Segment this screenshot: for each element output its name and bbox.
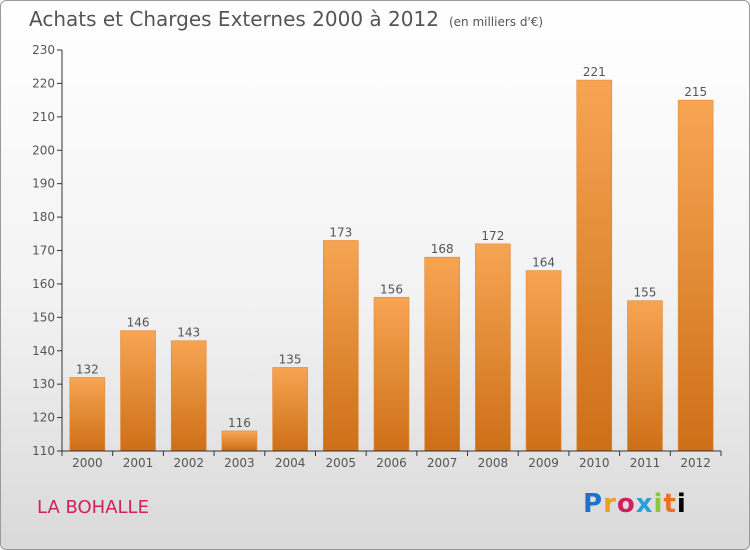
data-label-2002: 143 [177, 326, 200, 340]
y-tick-label: 130 [32, 377, 55, 391]
bar-2012 [677, 99, 714, 452]
proxiti-logo: Proxiti [583, 489, 687, 519]
title-unit: (en milliers d'€) [448, 15, 544, 29]
data-label-2012: 215 [684, 85, 707, 99]
bar-2007 [424, 256, 460, 452]
y-axis: 110 120 130 140 150 160 170 180 190 200 210 220 230 [32, 43, 63, 458]
x-tick-label-2010: 2010 [579, 456, 610, 470]
y-tick-label: 220 [32, 76, 55, 90]
data-label-2011: 155 [634, 286, 657, 300]
data-label-2001: 146 [127, 316, 150, 330]
title-text: Achats et Charges Externes 2000 à 2012 [29, 7, 439, 31]
bar-2003 [221, 430, 258, 452]
bar-2010 [576, 79, 613, 452]
bar-2002 [170, 340, 207, 452]
data-label-2008: 172 [481, 229, 504, 243]
bar-2009 [525, 270, 562, 452]
y-tick-label: 200 [32, 143, 55, 157]
y-tick-label: 140 [32, 344, 55, 358]
y-tick-label: 190 [32, 177, 55, 191]
x-tick-label-2008: 2008 [478, 456, 509, 470]
data-label-2003: 116 [228, 416, 251, 430]
data-label-2004: 135 [279, 352, 302, 366]
y-tick-label: 210 [32, 110, 55, 124]
data-label-2005: 173 [329, 225, 352, 239]
data-label-2009: 164 [532, 256, 555, 270]
y-tick-label: 160 [32, 277, 55, 291]
data-label-2010: 221 [583, 65, 606, 79]
y-tick-label: 170 [32, 244, 55, 258]
data-label-2000: 132 [76, 362, 99, 376]
location-label: LA BOHALLE [37, 497, 149, 518]
x-tick-label-2005: 2005 [326, 456, 357, 470]
bar-2000 [69, 377, 106, 452]
bar-2005 [323, 240, 359, 452]
x-tick-label-2011: 2011 [630, 456, 661, 470]
y-tick-label: 230 [32, 43, 55, 57]
bar-2001 [120, 330, 156, 452]
x-tick-label-2004: 2004 [275, 456, 306, 470]
y-tick-label: 120 [32, 411, 55, 425]
x-tick-label-2009: 2009 [528, 456, 559, 470]
x-tick-label-2012: 2012 [680, 456, 711, 470]
x-tick-label-2007: 2007 [427, 456, 458, 470]
y-tick-label: 150 [32, 310, 55, 324]
bar-2006 [373, 296, 410, 452]
bars-group: 132 146 143 116 135 173 156 168 172 164 221 155 215 [69, 65, 714, 452]
y-tick-label: 110 [32, 444, 55, 458]
data-label-2006: 156 [380, 282, 403, 296]
data-label-2007: 168 [431, 242, 454, 256]
x-axis: 2000 2001 2002 2003 2004 2005 2006 2007 2008 2009… [61, 450, 722, 470]
x-tick-label-2000: 2000 [72, 456, 103, 470]
x-tick-label-2006: 2006 [376, 456, 407, 470]
x-tick-label-2002: 2002 [173, 456, 204, 470]
x-tick-label-2003: 2003 [224, 456, 255, 470]
y-tick-label: 180 [32, 210, 55, 224]
bar-2004 [272, 367, 308, 452]
chart-title: Achats et Charges Externes 2000 à 2012 (e… [29, 7, 543, 31]
bar-2008 [475, 243, 511, 452]
x-tick-label-2001: 2001 [123, 456, 154, 470]
bar-2011 [627, 300, 663, 452]
